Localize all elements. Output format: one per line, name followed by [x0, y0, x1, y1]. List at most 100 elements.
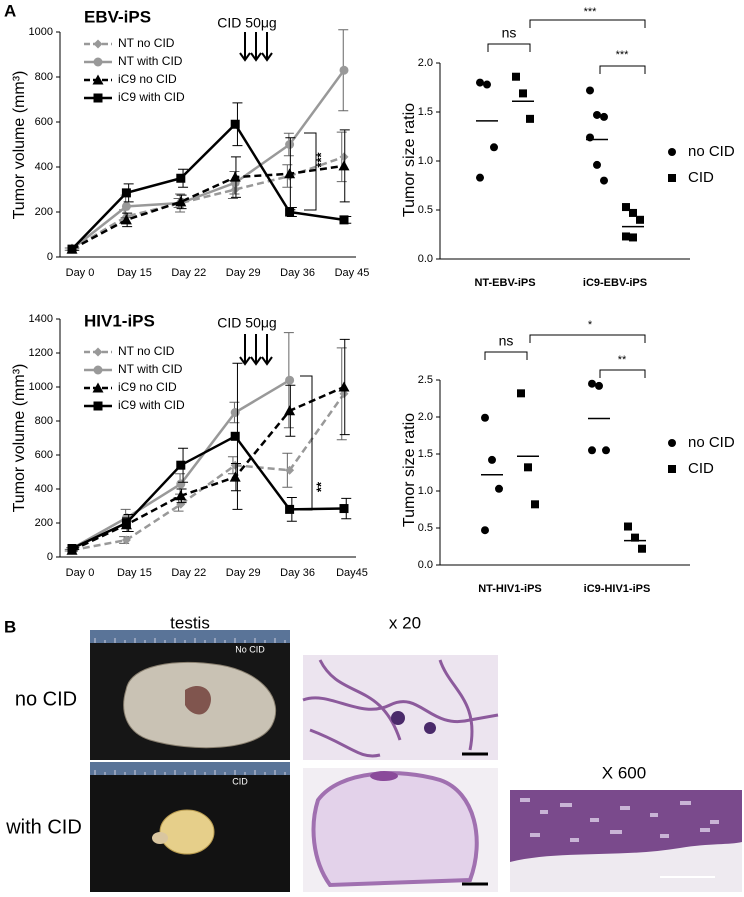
legend-label: NT no CID [118, 36, 175, 50]
legend-label: iC9 no CID [118, 380, 177, 394]
chart-title: HIV1-iPS [84, 311, 155, 330]
x-tick-label: iC9-HIV1-iPS [584, 583, 651, 595]
x-tick-label: Day 0 [66, 267, 95, 279]
ruler [90, 630, 290, 643]
marker [495, 484, 503, 493]
marker [622, 232, 630, 241]
marker [588, 379, 596, 388]
marker [631, 533, 639, 542]
marker [229, 471, 241, 482]
marker [338, 160, 350, 171]
x-tick-label: Day 22 [171, 267, 206, 279]
legend-marker [93, 347, 103, 357]
y-tick-label: 1000 [29, 381, 53, 393]
arrow [250, 334, 262, 366]
series-line [71, 69, 346, 251]
series-line [71, 164, 345, 251]
marker [121, 535, 131, 545]
panel-b-images [90, 630, 742, 892]
legend-marker [668, 465, 676, 473]
marker [488, 455, 496, 464]
legend-marker [668, 174, 676, 182]
y-tick-label: 0.5 [418, 522, 433, 534]
marker [284, 405, 296, 416]
marker [285, 504, 295, 514]
arrow [239, 334, 251, 366]
row-label: with CID [5, 816, 82, 838]
bracket [484, 351, 528, 360]
marker [629, 208, 637, 217]
tissue [391, 711, 405, 725]
arrow [250, 32, 262, 62]
y-tick-label: 0 [47, 551, 53, 563]
x-tick-label: iC9-EBV-iPS [583, 277, 647, 289]
y-tick-label: 1.5 [418, 106, 433, 118]
y-tick-label: 2.5 [418, 374, 433, 386]
significance: *** [616, 49, 630, 61]
marker [490, 143, 498, 152]
marker [629, 233, 637, 242]
legend-label: NT no CID [118, 344, 175, 358]
arrow [239, 32, 251, 62]
bracket [529, 19, 646, 28]
marker [481, 413, 489, 422]
marker [339, 152, 349, 162]
y-axis-title: Tumor size ratio [401, 103, 418, 217]
marker [339, 389, 349, 399]
y-tick-label: 0 [47, 251, 53, 263]
chart-title: EBV-iPS [84, 7, 151, 26]
legend-marker [668, 439, 676, 447]
legend-label: iC9 with CID [118, 398, 185, 412]
marker [229, 171, 241, 182]
marker [176, 173, 186, 183]
x-tick-label: Day 36 [280, 267, 315, 279]
texture [520, 798, 719, 842]
legend-label: no CID [688, 143, 735, 160]
x-tick-label: NT-EBV-iPS [474, 277, 535, 289]
marker [586, 133, 594, 142]
x-tick-label: Day 29 [226, 267, 261, 279]
marker [593, 110, 601, 119]
marker [230, 185, 240, 194]
legend-marker [93, 39, 103, 49]
marker [600, 176, 608, 185]
y-tick-label: 0.5 [418, 204, 433, 216]
ruler-ticks [94, 638, 286, 643]
column-title: x 20 [389, 613, 421, 632]
marker [588, 446, 596, 455]
significance: ns [502, 25, 517, 41]
marker [339, 215, 349, 225]
x-tick-label: NT-HIV1-iPS [478, 583, 542, 595]
y-tick-label: 2.0 [418, 57, 433, 69]
marker [481, 526, 489, 535]
panel-label: B [4, 617, 16, 636]
bracket [487, 43, 531, 52]
series-line [71, 434, 345, 550]
marker [339, 65, 349, 75]
legend-marker [92, 74, 104, 85]
marker [284, 168, 296, 179]
marker [285, 375, 295, 385]
legend-marker [668, 148, 676, 156]
legend-label: CID [688, 169, 714, 186]
marker [176, 460, 186, 470]
legend-label: no CID [688, 434, 735, 451]
marker [586, 86, 594, 95]
marker [531, 500, 539, 509]
marker [595, 381, 603, 390]
background [510, 842, 742, 892]
marker [517, 389, 525, 398]
bracket [529, 334, 646, 343]
ruler [90, 762, 290, 775]
panel-label: A [4, 1, 16, 20]
legend-marker [93, 57, 103, 67]
y-tick-label: 1000 [29, 26, 53, 38]
x-tick-label: Day 29 [226, 567, 261, 579]
legend-label: NT with CID [118, 362, 183, 376]
y-tick-label: 600 [35, 116, 53, 128]
tissue [311, 771, 479, 888]
marker [593, 160, 601, 169]
series-line [71, 385, 345, 552]
x-tick-label: Day 15 [117, 267, 152, 279]
marker [624, 522, 632, 531]
